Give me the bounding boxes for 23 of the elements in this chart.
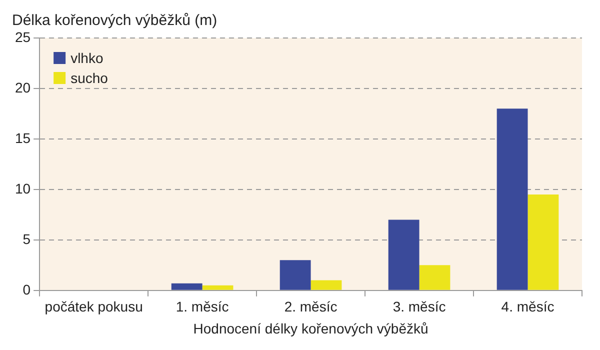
bar [419,265,450,290]
legend-label: sucho [70,70,108,86]
bar [388,220,420,290]
x-tick-label: 3. měsíc [392,298,446,315]
bar [496,108,528,290]
bar [528,194,559,290]
y-axis-title: Délka kořenových výběžků (m) [12,12,218,30]
x-axis-title: Hodnocení délky kořenových výběžků [193,320,428,336]
legend-label: vlhko [70,50,104,66]
bar [280,260,311,290]
bar [171,283,202,290]
y-tick-label: 0 [22,281,31,298]
bar [202,285,234,290]
y-tick-label: 10 [14,180,31,196]
x-tick-label: 1. měsíc [176,298,229,315]
y-tick-label: 15 [14,130,31,146]
bar [310,280,342,290]
x-tick-label: počátek pokusu [44,298,143,315]
y-tick-label: 25 [14,28,31,45]
y-tick-label: 20 [14,79,31,96]
x-tick-label: 2. měsíc [284,298,338,315]
x-tick-label: 4. měsíc [501,298,554,315]
y-tick-label: 5 [22,230,31,247]
